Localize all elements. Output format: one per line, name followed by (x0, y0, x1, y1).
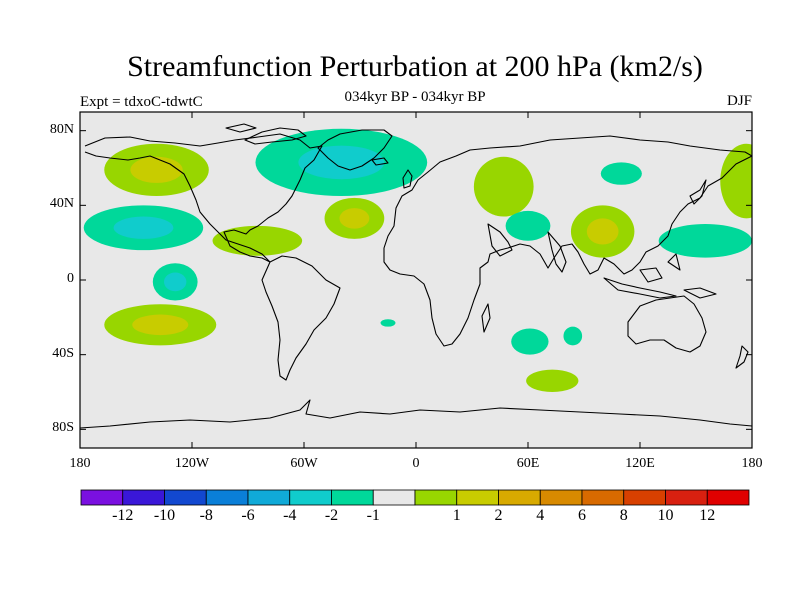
colorbar-label: 1 (452, 507, 461, 524)
coast-india (547, 231, 567, 273)
colorbar-label: -2 (324, 507, 339, 524)
coast-madagascar (481, 303, 491, 333)
colorbar-box (623, 489, 666, 506)
lat-label: 80N (49, 121, 74, 137)
coast-iceland (371, 157, 389, 166)
anomaly-arabia-negative-level-0 (505, 210, 551, 241)
coast-new-zealand (735, 345, 749, 369)
colorbar-box (247, 489, 291, 506)
colorbar-label: -12 (112, 507, 134, 524)
axis-ticks (79, 112, 753, 448)
coast-south-america (261, 255, 341, 381)
colorbar (80, 489, 750, 506)
lon-label: 60E (516, 456, 540, 471)
coast-north-america (84, 133, 323, 263)
anomaly-eastern-pacific-negative-level-1 (164, 272, 187, 292)
anomaly-north-atlantic-negative-level-1 (298, 145, 385, 180)
colorbar-box (122, 489, 165, 506)
anomaly-indian-ocean-negative-level-0 (511, 328, 549, 355)
colorbar-label: 2 (494, 507, 503, 524)
anomaly-south-atlantic-negative-level-0 (380, 319, 396, 327)
coast-japan (689, 179, 707, 205)
coast-arctic-islands (225, 123, 307, 145)
coast-australia (627, 295, 707, 353)
anomaly-siberia-negative-level-0 (600, 162, 642, 185)
plot-title: Streamfunction Perturbation at 200 hPa (… (127, 50, 703, 83)
lon-label: 120E (625, 456, 655, 471)
coast-britain (402, 169, 413, 189)
anomaly-south-pacific-positive-level-1 (132, 314, 189, 336)
lon-label: 180 (69, 456, 91, 471)
anomaly-south-australia-negative-level-0 (563, 326, 583, 346)
colorbar-label: 10 (657, 507, 674, 524)
lat-label: 40S (52, 345, 74, 361)
coast-greenland (317, 129, 393, 171)
colorbar-box (414, 489, 458, 506)
anomaly-tibet-positive-level-1 (586, 218, 619, 245)
colorbar-label: 8 (619, 507, 628, 524)
colorbar-box (331, 489, 374, 506)
anomaly-middle-east-positive-level-0 (473, 156, 534, 217)
anomaly-west-pacific-negative-level-0 (658, 224, 752, 258)
anomaly-subtropical-atlantic-positive-level-1 (339, 208, 370, 229)
coast-new-guinea (683, 287, 717, 299)
colorbar-box (498, 489, 541, 506)
colorbar-box (80, 489, 124, 506)
colorbar-box (164, 489, 207, 506)
coast-eurasia-africa (383, 135, 752, 347)
colorbar-label: 12 (699, 507, 716, 524)
lon-label: 120W (174, 456, 210, 471)
colorbar-label: -1 (366, 507, 380, 524)
coast-arabia (487, 223, 513, 257)
anomaly-contours (83, 128, 752, 392)
anomaly-north-pacific-positive-level-1 (130, 156, 183, 183)
plot-subtitle: 034kyr BP - 034kyr BP (344, 89, 486, 105)
colorbar-label: 6 (578, 507, 586, 524)
colorbar-label: -8 (199, 507, 213, 524)
experiment-label: Expt = tdxoC-tdwtC (80, 94, 203, 110)
lon-label: 60W (290, 456, 318, 471)
colorbar-box (205, 489, 249, 506)
coast-indonesia (603, 253, 681, 299)
colorbar-label: 4 (536, 507, 545, 524)
colorbar-box (456, 489, 499, 506)
anomaly-caribbean-positive-level-0 (212, 225, 303, 256)
lat-label: 0 (67, 271, 74, 286)
anomaly-north-pacific-dateline-positive-level-0 (720, 143, 752, 219)
lat-label: 80S (52, 420, 74, 436)
colorbar-box (539, 489, 583, 506)
lon-label: 180 (741, 456, 763, 471)
lat-label: 40N (49, 196, 74, 212)
colorbar-label: -6 (241, 507, 255, 524)
season-label: DJF (726, 93, 752, 109)
colorbar-box (706, 489, 750, 506)
colorbar-label: -10 (153, 507, 176, 524)
colorbar-box (665, 489, 708, 506)
coastlines (80, 123, 752, 429)
anomaly-north-pacific-negative-level-1 (113, 216, 174, 239)
colorbar-label: -4 (283, 507, 297, 524)
colorbar-box (581, 489, 625, 506)
colorbar-box (289, 489, 332, 506)
colorbar-box (372, 489, 416, 506)
lon-label: 0 (412, 456, 420, 471)
anomaly-southern-indian-positive-level-0 (526, 369, 579, 392)
coast-antarctica (80, 399, 752, 429)
